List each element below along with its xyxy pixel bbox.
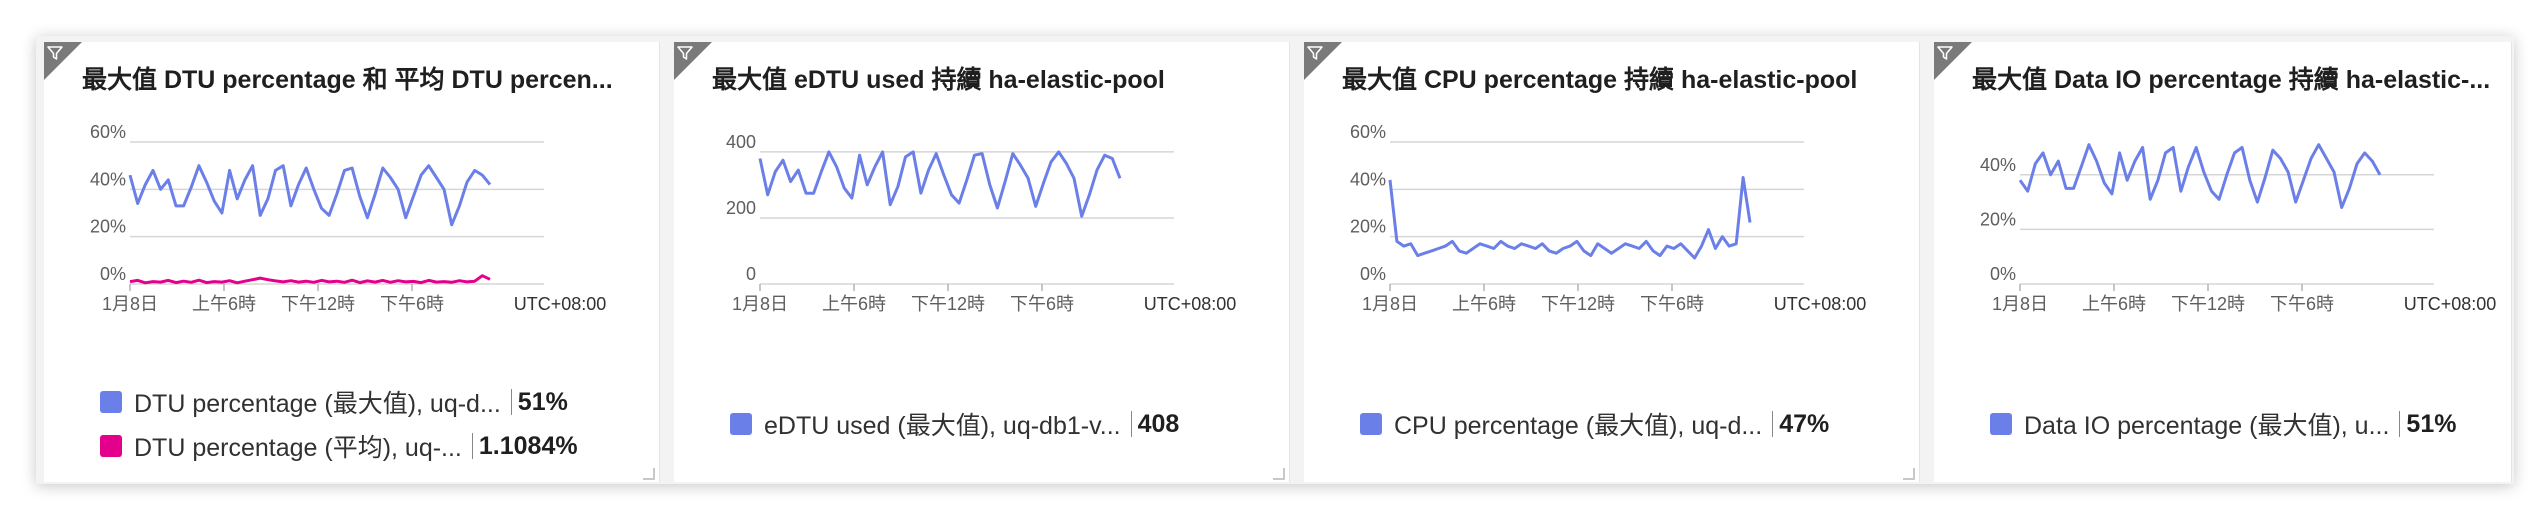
y-tick-label: 20% [90, 217, 126, 237]
legend-separator [510, 389, 512, 415]
chart-legend: CPU percentage (最大值), uq-d... 47% [1360, 402, 1900, 446]
chart-legend: eDTU used (最大值), uq-db1-v... 408 [730, 402, 1270, 446]
x-tick-label: 下午6時 [380, 294, 444, 314]
filter-icon [47, 46, 63, 60]
timezone-label: UTC+08:00 [514, 294, 607, 314]
filter-icon [677, 46, 693, 60]
series-line [2018, 143, 2382, 209]
line-chart: 0% 20% 40% 60% 1月8日 上午6時 下午12時 下午6時 UTC+08:00 [1350, 122, 1867, 314]
legend-swatch [1360, 413, 1382, 435]
timezone-label: UTC+08:00 [1144, 294, 1237, 314]
legend-item[interactable]: DTU percentage (最大值), uq-d... 51% [100, 380, 640, 424]
x-tick-label: 1月8日 [102, 294, 158, 314]
x-tick-label: 上午6時 [192, 294, 256, 314]
chart-legend: Data IO percentage (最大值), u... 51% [1990, 402, 2530, 446]
tile-corner [674, 42, 712, 80]
resize-handle[interactable] [1903, 468, 1915, 480]
legend-swatch [100, 435, 122, 457]
series-line [128, 164, 492, 227]
legend-separator [471, 433, 473, 459]
x-tick-label: 下午6時 [1640, 294, 1704, 314]
y-tick-label: 60% [90, 122, 126, 142]
legend-label: DTU percentage (平均), uq-... [134, 434, 462, 462]
chart-legend: DTU percentage (最大值), uq-d... 51% DTU pe… [100, 380, 640, 468]
legend-swatch [100, 391, 122, 413]
tile-title: 最大值 CPU percentage 持續 ha-elastic-pool [1342, 66, 1858, 94]
y-tick-label: 0 [746, 264, 756, 284]
y-tick-label: 200 [726, 198, 756, 218]
legend-label: DTU percentage (最大值), uq-d... [134, 390, 501, 418]
timezone-label: UTC+08:00 [2404, 294, 2497, 314]
legend-label: CPU percentage (最大值), uq-d... [1394, 412, 1763, 440]
line-chart: 0% 20% 40% 60% 1月8日 上午6時 下午12時 下午6時 UTC+08:00 [90, 122, 607, 314]
resize-handle[interactable] [643, 468, 655, 480]
x-tick-label: 下午6時 [1010, 294, 1074, 314]
legend-value: 51% [2406, 409, 2457, 438]
y-tick-label: 60% [1350, 122, 1386, 142]
legend-swatch [1990, 413, 2012, 435]
legend-item[interactable]: CPU percentage (最大值), uq-d... 47% [1360, 402, 1900, 446]
metric-tile[interactable]: 最大值 CPU percentage 持續 ha-elastic-pool 0%… [1304, 42, 1920, 482]
tile-corner [1934, 42, 1972, 80]
line-chart: 0 200 400 1月8日 上午6時 下午12時 下午6時 UTC+08:00 [726, 132, 1237, 314]
legend-item[interactable]: eDTU used (最大值), uq-db1-v... 408 [730, 402, 1270, 446]
y-tick-label: 40% [1980, 155, 2016, 175]
y-tick-label: 20% [1350, 217, 1386, 237]
legend-separator [1130, 411, 1132, 437]
x-tick-label: 下午12時 [1541, 294, 1615, 314]
y-tick-label: 0% [100, 264, 126, 284]
legend-swatch [730, 413, 752, 435]
line-chart: 0% 20% 40% 1月8日 上午6時 下午12時 下午6時 UTC+08:00 [1980, 143, 2497, 314]
x-tick-label: 下午12時 [911, 294, 985, 314]
metric-tile[interactable]: 最大值 eDTU used 持續 ha-elastic-pool 0 200 400… [674, 42, 1290, 482]
y-tick-label: 40% [1350, 169, 1386, 189]
filter-icon [1307, 46, 1323, 60]
x-tick-label: 下午12時 [2171, 294, 2245, 314]
metric-tile[interactable]: 最大值 Data IO percentage 持續 ha-elastic-...… [1934, 42, 2512, 482]
y-tick-label: 400 [726, 132, 756, 152]
x-tick-label: 上午6時 [2082, 294, 2146, 314]
y-tick-label: 40% [90, 169, 126, 189]
series-line [1388, 176, 1752, 260]
x-tick-label: 下午6時 [2270, 294, 2334, 314]
tile-title: 最大值 Data IO percentage 持續 ha-elastic-... [1972, 66, 2491, 94]
x-tick-label: 1月8日 [1362, 294, 1418, 314]
legend-label: eDTU used (最大值), uq-db1-v... [764, 412, 1121, 440]
x-tick-label: 上午6時 [1452, 294, 1516, 314]
legend-separator [1772, 411, 1774, 437]
tile-corner [1304, 42, 1342, 80]
x-tick-label: 上午6時 [822, 294, 886, 314]
legend-label: Data IO percentage (最大值), u... [2024, 412, 2390, 440]
dashboard-tiles-strip: 最大值 DTU percentage 和 平均 DTU percen... 0%… [36, 36, 2514, 484]
legend-item[interactable]: DTU percentage (平均), uq-... 1.1084% [100, 424, 640, 468]
y-tick-label: 20% [1980, 209, 2016, 229]
tile-title: 最大值 eDTU used 持續 ha-elastic-pool [712, 66, 1165, 94]
legend-item[interactable]: Data IO percentage (最大值), u... 51% [1990, 402, 2530, 446]
x-tick-label: 下午12時 [281, 294, 355, 314]
tile-title: 最大值 DTU percentage 和 平均 DTU percen... [82, 66, 613, 94]
x-tick-label: 1月8日 [732, 294, 788, 314]
y-tick-label: 0% [1990, 264, 2016, 284]
legend-value: 47% [1779, 409, 1830, 438]
timezone-label: UTC+08:00 [1774, 294, 1867, 314]
tile-corner [44, 42, 82, 80]
y-tick-label: 0% [1360, 264, 1386, 284]
series-line [758, 150, 1122, 218]
legend-value: 408 [1137, 409, 1180, 438]
legend-value: 51% [517, 387, 568, 416]
resize-handle[interactable] [1273, 468, 1285, 480]
metric-tile[interactable]: 最大值 DTU percentage 和 平均 DTU percen... 0%… [44, 42, 660, 482]
filter-icon [1937, 46, 1953, 60]
series-line [129, 274, 491, 285]
legend-value: 1.1084% [478, 431, 578, 460]
legend-separator [2399, 411, 2401, 437]
x-tick-label: 1月8日 [1992, 294, 2048, 314]
